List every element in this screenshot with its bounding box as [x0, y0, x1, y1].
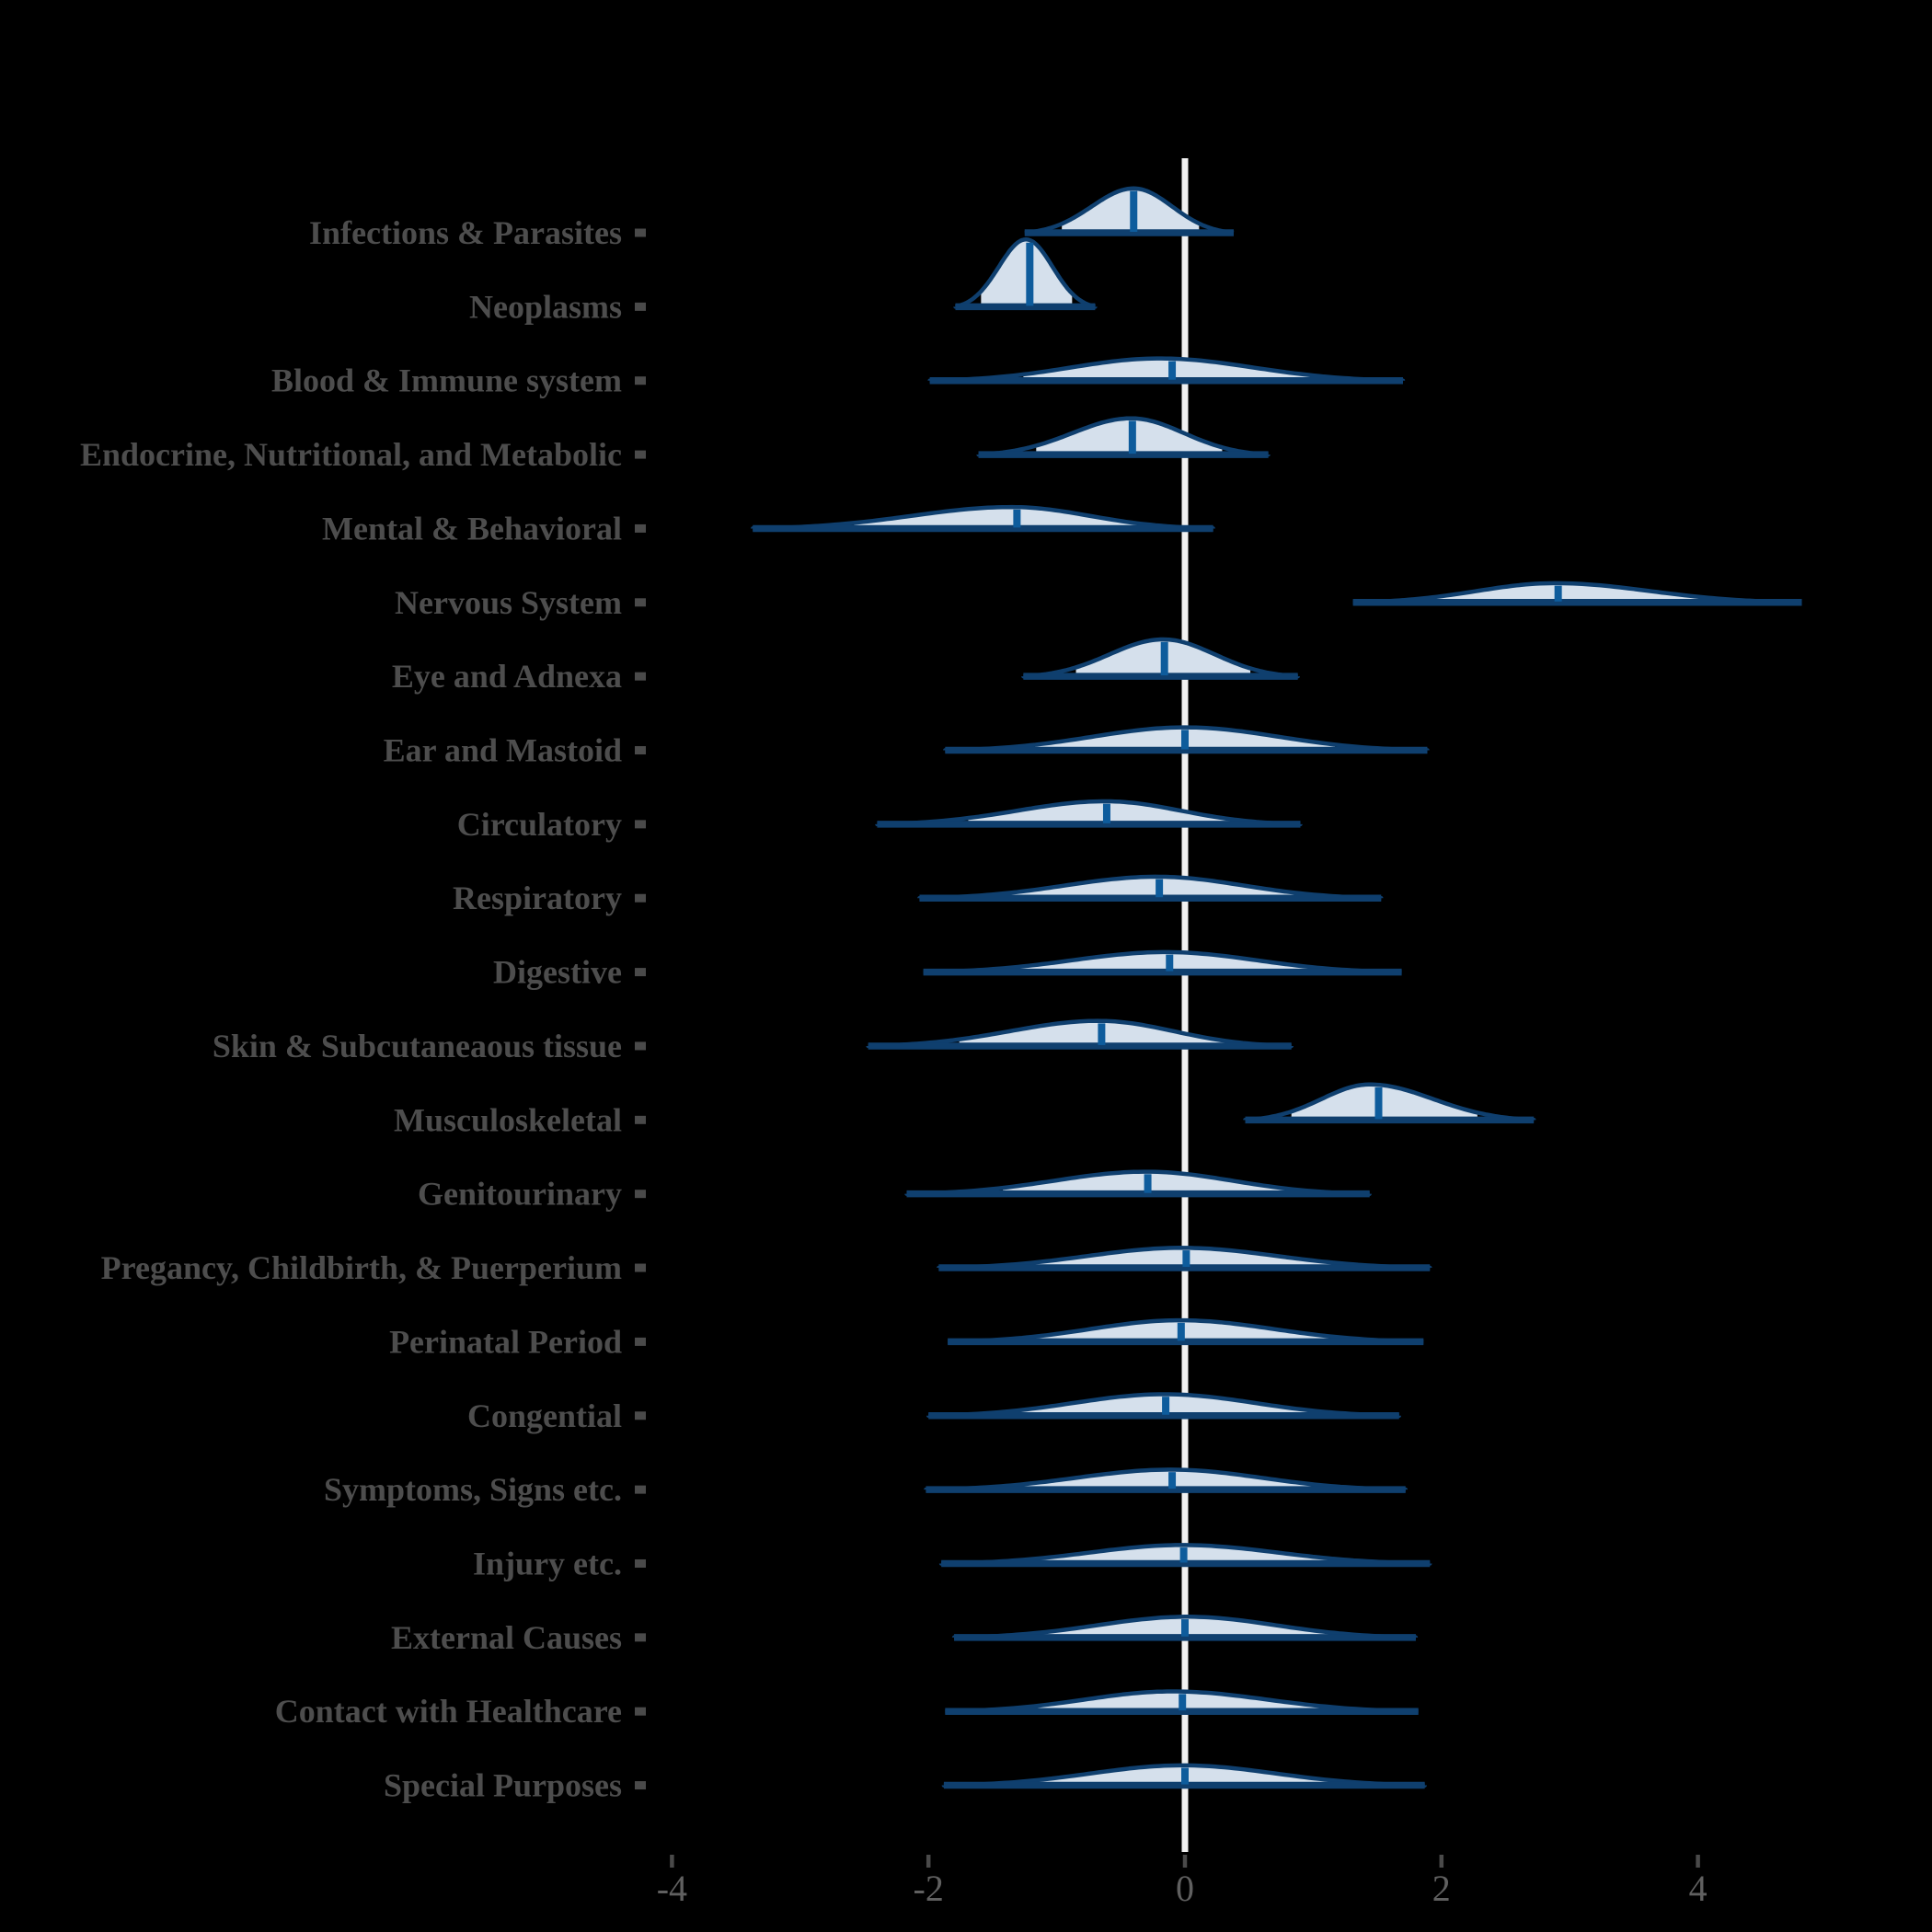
density-outline	[1021, 637, 1300, 679]
y-axis-tick	[635, 893, 646, 903]
density-outline	[923, 949, 1402, 974]
category-label: Special Purposes	[384, 1767, 622, 1804]
violin-external-causes	[951, 1615, 1419, 1641]
category-label: Digestive	[493, 954, 622, 991]
y-axis-tick	[635, 1041, 646, 1051]
violin-ear-and-mastoid	[943, 725, 1430, 754]
violin-musculoskeletal	[1243, 1082, 1536, 1124]
y-axis-tick	[635, 746, 646, 755]
y-axis-tick	[635, 1411, 646, 1420]
y-axis-tick	[635, 1337, 646, 1346]
density-outline	[943, 725, 1430, 753]
category-label: Eye and Adnexa	[392, 658, 622, 695]
category-label: Neoplasms	[469, 288, 622, 325]
density-outline	[941, 1763, 1427, 1788]
y-axis-tick	[635, 968, 646, 977]
violin-congential	[926, 1392, 1402, 1420]
y-axis-tick	[635, 1485, 646, 1494]
density-fill	[959, 1020, 1225, 1046]
density-outline	[953, 237, 1098, 309]
x-axis-tick-label: -4	[657, 1868, 687, 1909]
density-outline	[904, 1169, 1372, 1196]
y-axis-tick	[635, 1115, 646, 1124]
density-fill	[1420, 582, 1712, 603]
category-label: Pregancy, Childbirth, & Puerperium	[101, 1249, 622, 1286]
y-axis-tick	[635, 1633, 646, 1642]
y-axis-tick	[635, 1190, 646, 1199]
category-label: Injury etc.	[473, 1545, 622, 1581]
y-axis-tick	[635, 376, 646, 385]
density-outline	[1243, 1082, 1536, 1122]
y-axis-tick	[635, 598, 646, 607]
density-fill	[1014, 951, 1314, 972]
category-label: Congential	[467, 1397, 622, 1434]
category-label: Contact with Healthcare	[275, 1693, 622, 1730]
density-outline	[945, 1689, 1419, 1714]
density-outline	[937, 1246, 1432, 1271]
density-outline	[924, 1467, 1409, 1492]
violin-skin-subcutaneaous-tissue	[866, 1018, 1294, 1050]
category-label: Skin & Subcutaneaous tissue	[213, 1028, 622, 1064]
density-outline	[948, 1317, 1424, 1344]
category-label: Musculoskeletal	[394, 1101, 622, 1138]
violin-digestive	[923, 949, 1402, 976]
violin-pregancy-childbirth-puerperium	[937, 1246, 1432, 1271]
category-label: Circulatory	[457, 806, 622, 843]
x-axis-tick-label: 4	[1689, 1868, 1708, 1909]
density-outline	[866, 1018, 1294, 1049]
y-axis-tick	[635, 1707, 646, 1716]
violin-respiratory	[917, 874, 1384, 902]
y-axis-tick	[635, 450, 646, 459]
density-outline	[927, 356, 1406, 383]
category-label: Infections & Parasites	[309, 214, 622, 251]
category-label: Mental & Behavioral	[322, 510, 622, 546]
x-axis-tick-label: -2	[914, 1868, 944, 1909]
density-outline	[976, 416, 1271, 457]
y-axis-tick	[635, 1781, 646, 1790]
density-outline	[875, 799, 1303, 827]
category-label: External Causes	[391, 1619, 622, 1656]
y-axis-tick	[635, 228, 646, 237]
density-outline	[926, 1392, 1402, 1419]
violin-injury-etc	[938, 1543, 1432, 1568]
density-fill	[968, 801, 1233, 824]
violin-genitourinary	[904, 1169, 1372, 1198]
density-fill	[1009, 876, 1301, 899]
category-label: Ear and Mastoid	[384, 732, 622, 769]
y-axis-tick	[635, 1263, 646, 1272]
violin-contact-with-healthcare	[945, 1689, 1419, 1715]
y-axis-tick	[635, 1558, 646, 1568]
x-axis-tick-label: 2	[1432, 1868, 1451, 1909]
category-label: Symptoms, Signs etc.	[324, 1471, 622, 1508]
category-label: Blood & Immune system	[271, 362, 622, 399]
violin-infections-parasites	[1024, 186, 1235, 236]
violin-mental-behavioral	[750, 504, 1215, 533]
x-axis-tick-label: 0	[1176, 1868, 1194, 1909]
violin-perinatal-period	[948, 1317, 1424, 1346]
density-outline	[917, 874, 1384, 901]
violin-eye-and-adnexa	[1021, 637, 1300, 680]
violin-blood-immune-system	[927, 356, 1406, 385]
density-outline	[951, 1615, 1419, 1640]
density-outline	[1024, 186, 1235, 236]
violin-neoplasms	[953, 237, 1098, 311]
violin-nervous-system	[1352, 581, 1802, 606]
category-label: Nervous System	[395, 584, 622, 621]
y-axis-tick	[635, 523, 646, 533]
density-fill	[854, 507, 1144, 529]
y-axis-tick	[635, 820, 646, 829]
y-axis-tick	[635, 302, 646, 311]
violin-symptoms-signs-etc	[924, 1467, 1409, 1493]
category-label: Respiratory	[453, 880, 622, 916]
violin-endocrine-nutritional-and-metabolic	[976, 416, 1271, 458]
violin-circulatory	[875, 799, 1303, 828]
category-label: Perinatal Period	[389, 1323, 622, 1360]
violin-special-purposes	[941, 1763, 1427, 1789]
category-label: Genitourinary	[418, 1176, 622, 1213]
y-axis-tick	[635, 672, 646, 681]
category-label: Endocrine, Nutritional, and Metabolic	[80, 436, 622, 473]
